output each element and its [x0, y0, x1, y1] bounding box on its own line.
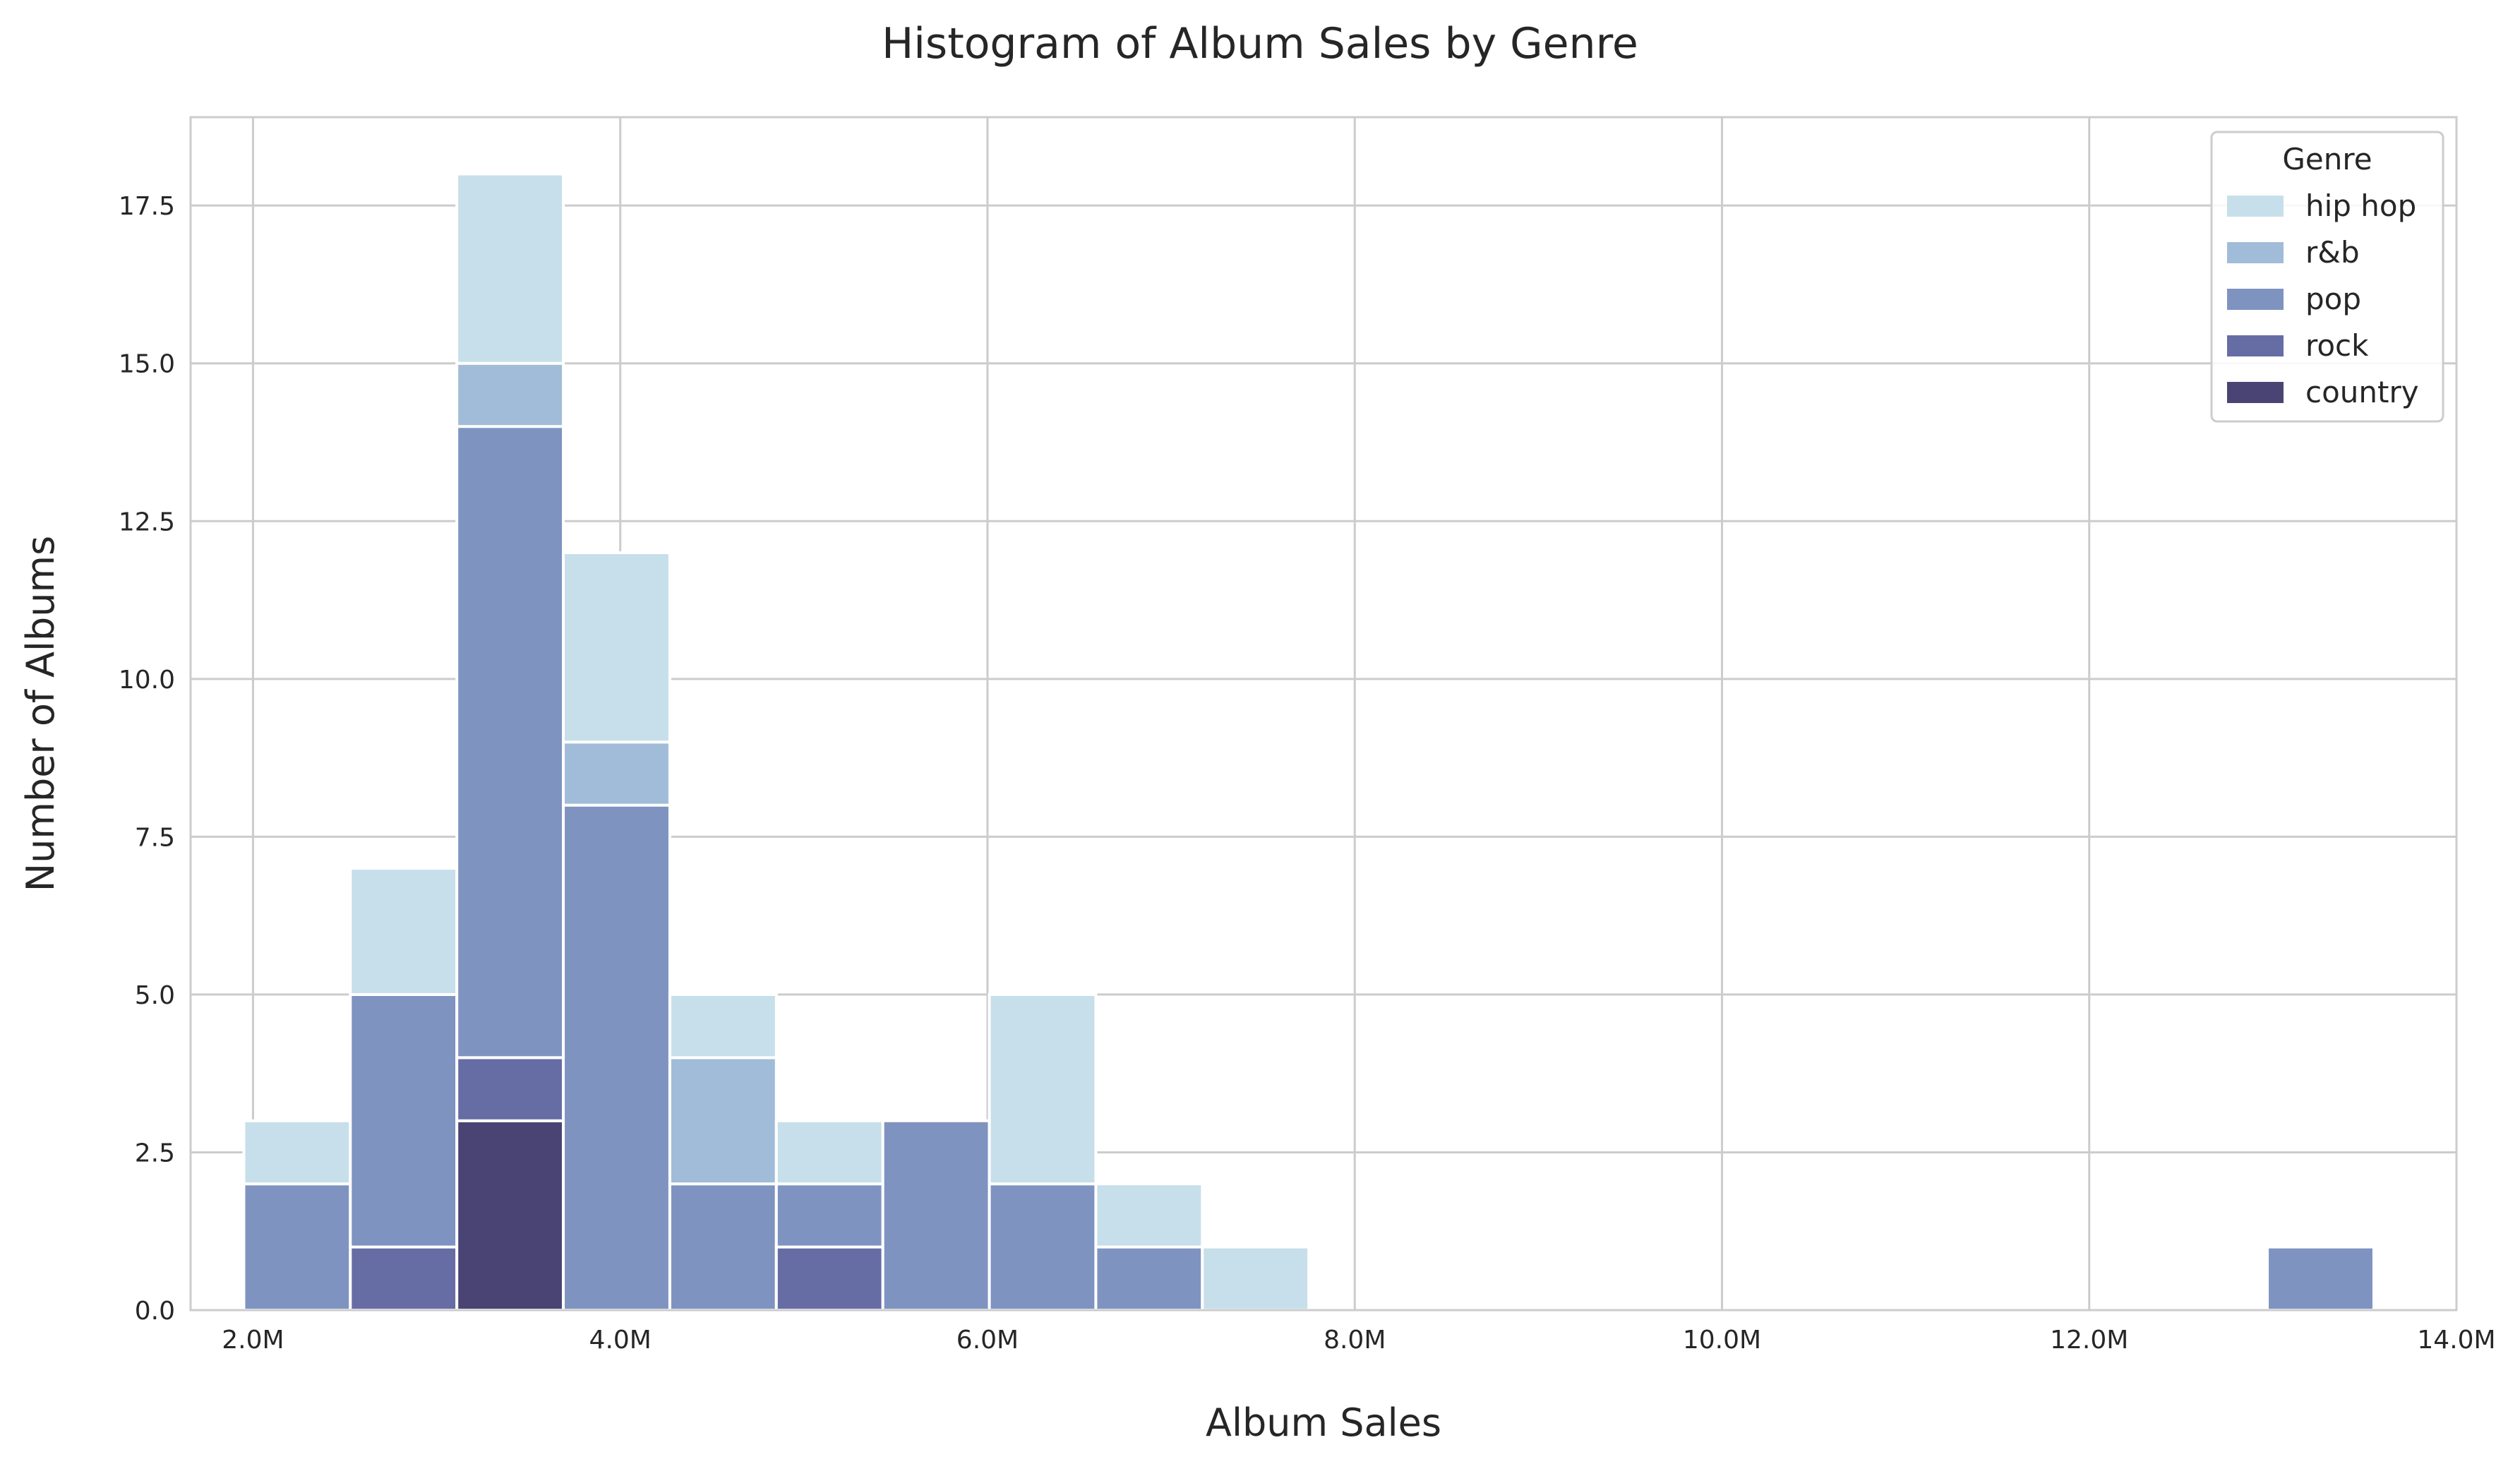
bar-hip-hop [455, 172, 565, 365]
y-tick-label: 15.0 [119, 350, 175, 379]
legend-swatch [2227, 335, 2284, 356]
bar-hip-hop [1201, 1245, 1311, 1312]
y-tick-label: 10.0 [119, 666, 175, 695]
bar-pop [881, 1119, 991, 1312]
bar-rock [455, 1056, 565, 1122]
legend-items: hip hop r&b pop rock country [2227, 188, 2419, 409]
bar-hip-hop [988, 992, 1098, 1186]
legend-label: hip hop [2305, 188, 2416, 223]
bar-hip-hop [668, 992, 778, 1060]
bar-country [455, 1119, 565, 1312]
y-tick-label: 7.5 [135, 823, 175, 852]
chart-title: Histogram of Album Sales by Genre [882, 19, 1638, 68]
bar-pop [774, 1182, 884, 1249]
plot-frame [189, 116, 2458, 1312]
bar-pop [2266, 1245, 2375, 1312]
x-tick-label: 6.0M [956, 1326, 1019, 1355]
bar-pop [988, 1182, 1098, 1312]
bar-pop [562, 803, 671, 1312]
y-tick-label: 5.0 [135, 981, 175, 1010]
bars [242, 172, 2375, 1312]
bar-hip-hop [1094, 1182, 1204, 1249]
bar-hip-hop [562, 551, 671, 744]
y-tick-labels: 0.0 2.5 5.0 7.5 10.0 12.5 15.0 17.5 [119, 192, 175, 1326]
bar-r-b [455, 361, 565, 428]
legend-label: country [2305, 375, 2419, 409]
x-tick-label: 12.0M [2050, 1326, 2128, 1355]
legend-swatch [2227, 242, 2284, 263]
x-tick-labels: 2.0M 4.0M 6.0M 8.0M 10.0M 12.0M 14.0M [222, 1326, 2495, 1355]
bar-r-b [668, 1056, 778, 1186]
legend-swatch [2227, 289, 2284, 310]
bar-rock [349, 1245, 459, 1312]
x-tick-label: 14.0M [2417, 1326, 2495, 1355]
bar-hip-hop [349, 867, 459, 996]
legend: Genre hip hop r&b pop rock country [2210, 131, 2444, 423]
y-tick-label: 0.0 [135, 1297, 175, 1326]
x-tick-label: 2.0M [222, 1326, 284, 1355]
x-tick-label: 4.0M [589, 1326, 652, 1355]
bar-hip-hop [774, 1119, 884, 1186]
legend-label: pop [2305, 282, 2361, 316]
legend-label: rock [2305, 328, 2369, 363]
bar-hip-hop [242, 1119, 352, 1186]
x-axis-label: Album Sales [1206, 1400, 1441, 1445]
bar-r-b [562, 740, 671, 807]
bar-pop [242, 1182, 352, 1312]
x-tick-label: 10.0M [1683, 1326, 1761, 1355]
bar-rock [774, 1245, 884, 1312]
bar-pop [1094, 1245, 1204, 1312]
legend-label: r&b [2305, 235, 2360, 270]
legend-swatch [2227, 382, 2284, 403]
bar-pop [349, 992, 459, 1249]
bar-pop [668, 1182, 778, 1312]
y-tick-label: 2.5 [135, 1139, 175, 1168]
y-tick-label: 12.5 [119, 508, 175, 536]
legend-swatch [2227, 196, 2284, 217]
legend-title: Genre [2282, 142, 2372, 176]
x-tick-label: 8.0M [1324, 1326, 1386, 1355]
y-axis-label: Number of Albums [18, 536, 63, 892]
bar-pop [455, 425, 565, 1060]
y-tick-label: 17.5 [119, 192, 175, 221]
